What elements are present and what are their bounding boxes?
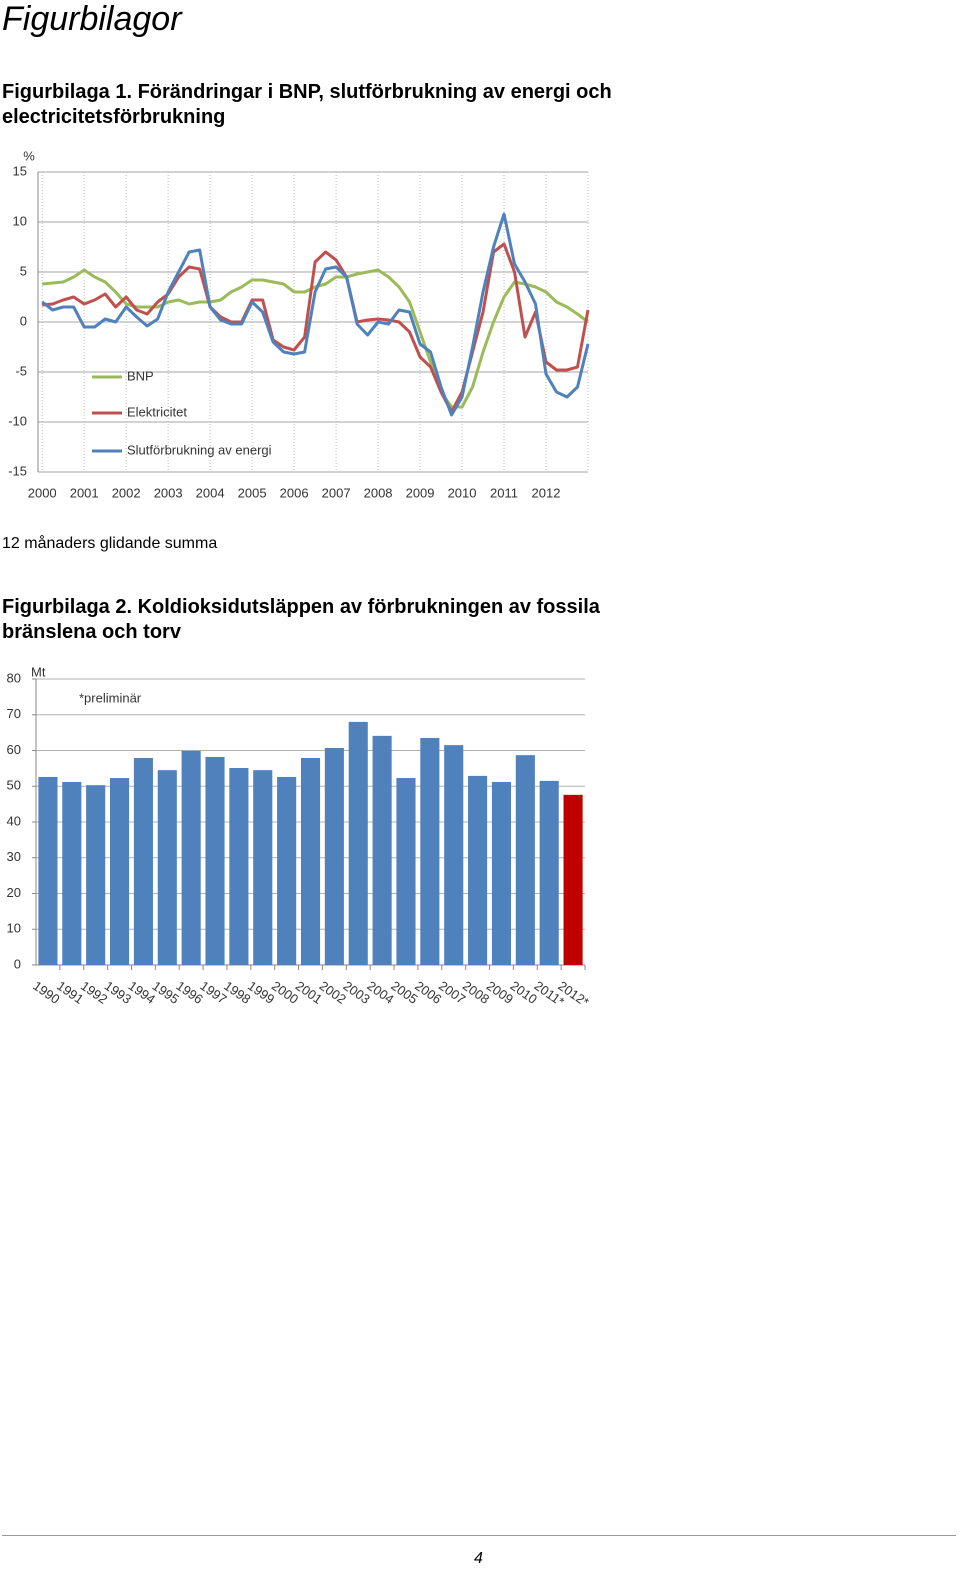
y-tick-label: 10 <box>13 213 27 228</box>
bar <box>468 775 488 965</box>
bar <box>444 745 464 965</box>
x-tick-label: 2003 <box>154 485 183 500</box>
y-tick-label: -5 <box>15 363 27 378</box>
y-tick-label: 20 <box>7 885 21 900</box>
bar <box>491 781 512 965</box>
y-axis-label: % <box>23 148 35 163</box>
y-tick-label: 10 <box>7 921 21 936</box>
x-tick-label: 2000 <box>28 485 57 500</box>
bar <box>324 747 344 965</box>
bar <box>420 737 440 965</box>
y-tick-label: 70 <box>7 706 21 721</box>
figure-note: 12 månaders glidande summa <box>2 535 218 552</box>
legend-label: Elektricitet <box>127 404 187 419</box>
heading: Figurbilagor <box>2 0 182 38</box>
y-tick-label: -10 <box>8 413 27 428</box>
y-tick-label: 50 <box>7 778 21 793</box>
annotation: *preliminär <box>79 690 142 705</box>
figure-caption: Figurbilaga 2. Koldioksidutsläppen av fö… <box>2 596 600 643</box>
x-tick-label: 2010 <box>448 485 477 500</box>
y-tick-label: 40 <box>7 813 21 828</box>
bar <box>253 770 273 965</box>
y-tick-label: 0 <box>20 313 27 328</box>
y-tick-label: 15 <box>13 163 27 178</box>
x-tick-label: 2008 <box>364 485 393 500</box>
y-tick-label: 60 <box>7 742 21 757</box>
x-tick-label: 2004 <box>196 485 225 500</box>
legend-label: BNP <box>127 368 154 383</box>
bar <box>157 770 177 965</box>
bar <box>515 755 535 965</box>
x-tick-label: 2002 <box>112 485 141 500</box>
y-tick-label: -15 <box>8 463 27 478</box>
bar <box>133 758 153 965</box>
bar <box>277 776 297 965</box>
page-number: 4 <box>474 1550 483 1567</box>
x-tick-label: 2001 <box>70 485 99 500</box>
y-tick-label: 5 <box>20 263 27 278</box>
x-tick-label: 2009 <box>406 485 435 500</box>
bar <box>109 778 130 965</box>
line-series <box>42 242 590 414</box>
figure-caption: Figurbilaga 1. Förändringar i BNP, slutf… <box>2 81 612 128</box>
bar <box>563 794 583 965</box>
x-tick-label: 2012 <box>532 485 561 500</box>
x-tick-label: 2005 <box>238 485 267 500</box>
line-series <box>41 212 590 417</box>
bar <box>396 778 416 965</box>
bar <box>539 780 559 965</box>
bar <box>348 721 368 965</box>
y-axis-label: Mt <box>31 664 46 679</box>
bar <box>181 750 201 965</box>
x-tick-label: 2007 <box>322 485 351 500</box>
y-tick-label: 80 <box>7 670 21 685</box>
bar <box>86 785 106 965</box>
bar <box>300 758 321 965</box>
x-tick-label: 2006 <box>280 485 309 500</box>
y-tick-label: 0 <box>14 956 21 971</box>
bar <box>229 768 249 965</box>
bar <box>62 781 82 965</box>
x-tick-label: 2011 <box>490 485 518 500</box>
bar <box>38 776 58 965</box>
bar <box>205 756 225 965</box>
legend-label: Slutförbrukning av energi <box>127 442 272 457</box>
bar <box>372 735 392 965</box>
y-tick-label: 30 <box>7 849 21 864</box>
footer-rule <box>2 1535 956 1536</box>
